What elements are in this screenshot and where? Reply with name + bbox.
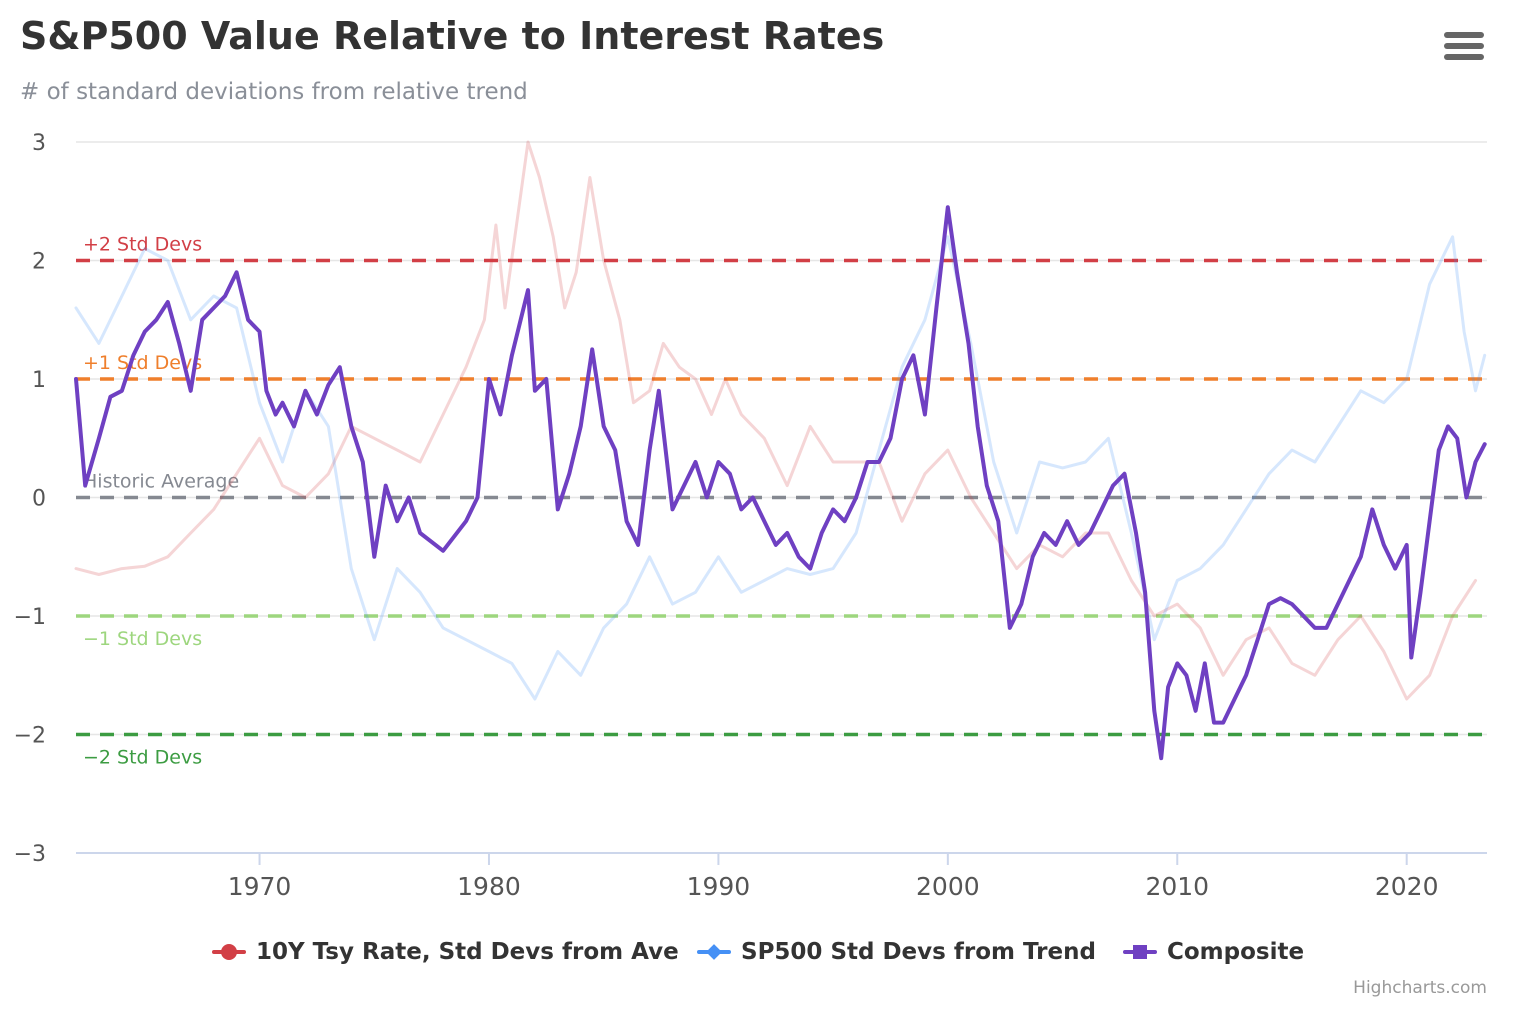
hamburger-menu-icon[interactable] xyxy=(1444,32,1484,66)
plot-line-label: +1 Std Devs xyxy=(83,352,202,374)
plot-line-label: Historic Average xyxy=(83,471,239,493)
chart-plot: +2 Std Devs +1 Std Devs Historic Average −1… xyxy=(14,131,1487,901)
y-tick-label: 1 xyxy=(32,368,46,393)
series-line[interactable] xyxy=(74,235,1487,701)
y-tick-label: −3 xyxy=(14,842,46,867)
y-tick-label: −2 xyxy=(14,724,46,749)
legend-label: SP500 Std Devs from Trend xyxy=(741,939,1096,965)
legend-label: Composite xyxy=(1167,939,1305,965)
chart-title: S&P500 Value Relative to Interest Rates xyxy=(20,14,885,58)
x-tick-label: 2000 xyxy=(916,872,980,901)
plot-line-label: +2 Std Devs xyxy=(83,234,202,256)
plot-lines: +2 Std Devs +1 Std Devs Historic Average −1… xyxy=(76,234,1487,769)
series-line[interactable] xyxy=(74,205,1487,761)
series-line[interactable] xyxy=(74,140,1477,701)
y-tick-label: 0 xyxy=(32,487,46,512)
menu-bar xyxy=(1444,54,1484,60)
legend: 10Y Tsy Rate, Std Devs from Ave SP500 Std… xyxy=(0,932,1524,972)
x-tick-label: 2010 xyxy=(1145,872,1209,901)
axes: −3 −2 −1 0 1 2 3 1970 1980 1990 2000 2010 2020 xyxy=(14,131,1487,901)
menu-bar xyxy=(1444,32,1484,38)
y-tick-label: −1 xyxy=(14,605,46,630)
legend-item[interactable]: 10Y Tsy Rate, Std Devs from Ave xyxy=(212,932,679,972)
legend-item[interactable]: Composite xyxy=(1123,932,1304,972)
y-tick-label: 2 xyxy=(32,250,46,275)
legend-square-icon xyxy=(1123,942,1157,962)
plot-line-label: −1 Std Devs xyxy=(83,628,202,650)
menu-bar xyxy=(1444,43,1484,49)
legend-label: 10Y Tsy Rate, Std Devs from Ave xyxy=(256,939,679,965)
y-tick-label: 3 xyxy=(32,131,46,156)
x-tick-label: 1980 xyxy=(457,872,521,901)
x-tick-label: 1990 xyxy=(687,872,751,901)
legend-item[interactable]: SP500 Std Devs from Trend xyxy=(697,932,1096,972)
chart-subtitle: # of standard deviations from relative t… xyxy=(20,79,528,105)
x-tick-label: 2020 xyxy=(1375,872,1439,901)
x-tick-label: 1970 xyxy=(228,872,292,901)
series-layer xyxy=(74,140,1487,761)
legend-diamond-icon xyxy=(697,942,731,962)
legend-circle-icon xyxy=(212,942,246,962)
plot-line-label: −2 Std Devs xyxy=(83,747,202,769)
credits-link[interactable]: Highcharts.com xyxy=(1353,978,1487,998)
